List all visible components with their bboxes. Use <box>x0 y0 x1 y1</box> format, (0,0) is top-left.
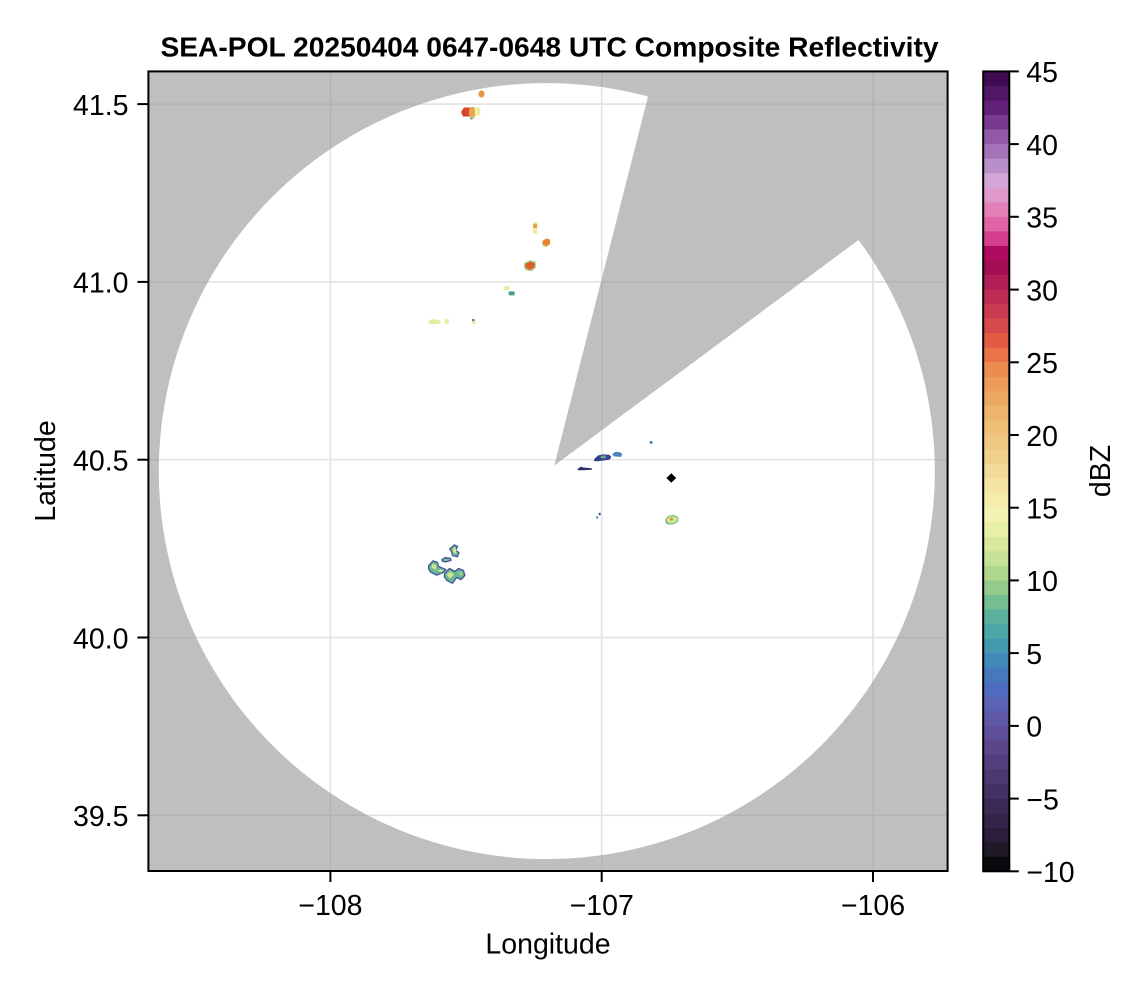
svg-text:15: 15 <box>1026 494 1058 526</box>
svg-text:20: 20 <box>1026 421 1058 453</box>
svg-text:Longitude: Longitude <box>485 929 610 961</box>
svg-text:−106: −106 <box>841 890 905 922</box>
svg-text:41.0: 41.0 <box>73 268 128 300</box>
svg-text:25: 25 <box>1026 348 1058 380</box>
svg-text:−107: −107 <box>570 890 634 922</box>
svg-text:40.5: 40.5 <box>73 446 128 478</box>
svg-text:40.0: 40.0 <box>73 623 128 655</box>
svg-text:Latitude: Latitude <box>30 420 62 521</box>
svg-text:10: 10 <box>1026 566 1058 598</box>
svg-text:35: 35 <box>1026 203 1058 235</box>
svg-text:−5: −5 <box>1026 784 1059 816</box>
svg-text:39.5: 39.5 <box>73 801 128 833</box>
svg-text:−108: −108 <box>298 890 362 922</box>
svg-text:30: 30 <box>1026 275 1058 307</box>
svg-text:0: 0 <box>1026 712 1042 744</box>
svg-text:40: 40 <box>1026 130 1058 162</box>
svg-text:−10: −10 <box>1026 857 1074 889</box>
svg-text:dBZ: dBZ <box>1085 445 1117 497</box>
svg-text:5: 5 <box>1026 639 1042 671</box>
svg-text:45: 45 <box>1026 57 1058 89</box>
svg-text:SEA-POL 20250404 0647-0648 UTC: SEA-POL 20250404 0647-0648 UTC Composite… <box>160 31 938 63</box>
svg-text:41.5: 41.5 <box>73 90 128 122</box>
